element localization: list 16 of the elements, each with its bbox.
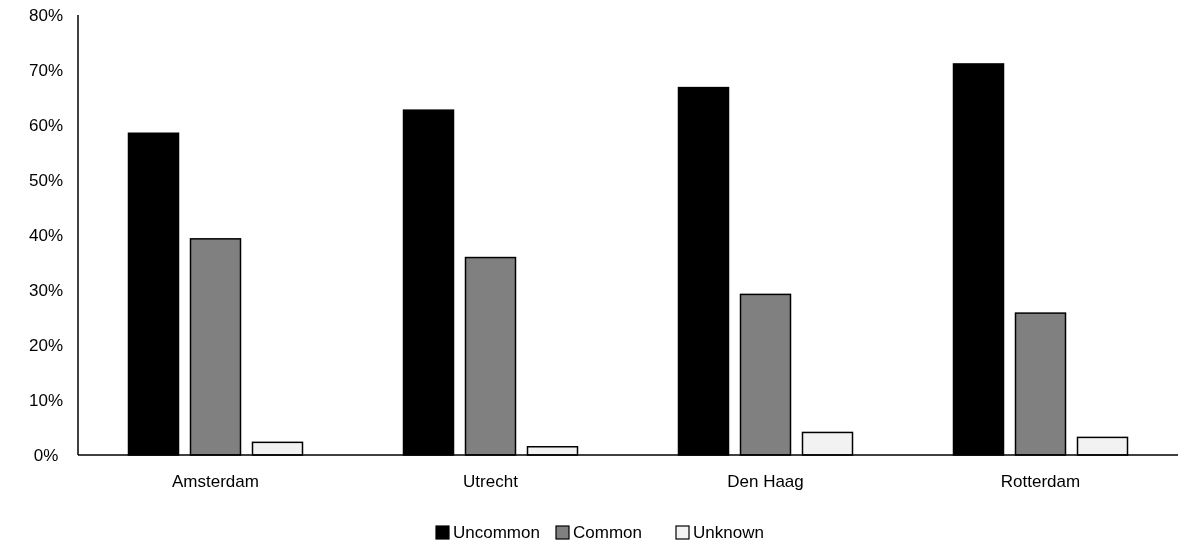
y-tick-label: 60% — [28, 115, 64, 135]
y-tick-label: 50% — [28, 170, 64, 190]
x-tick-label: Amsterdam — [172, 472, 259, 491]
legend-label: Unknown — [693, 523, 764, 542]
x-tick-label: Rotterdam — [1000, 472, 1081, 491]
y-tick-label: 40% — [28, 225, 64, 245]
y-tick-label: 20% — [28, 335, 64, 355]
y-tick-label: 70% — [28, 60, 64, 80]
y-tick-label: 30% — [28, 280, 64, 300]
x-tick-label: Den Haag — [727, 472, 804, 491]
y-tick-label: 10% — [28, 390, 64, 410]
y-tick-label: 80% — [28, 5, 64, 25]
legend-label: Uncommon — [453, 523, 540, 542]
x-tick-label: Utrecht — [463, 472, 519, 491]
y-tick-label: 0% — [33, 445, 59, 465]
legend-label: Common — [573, 523, 642, 542]
